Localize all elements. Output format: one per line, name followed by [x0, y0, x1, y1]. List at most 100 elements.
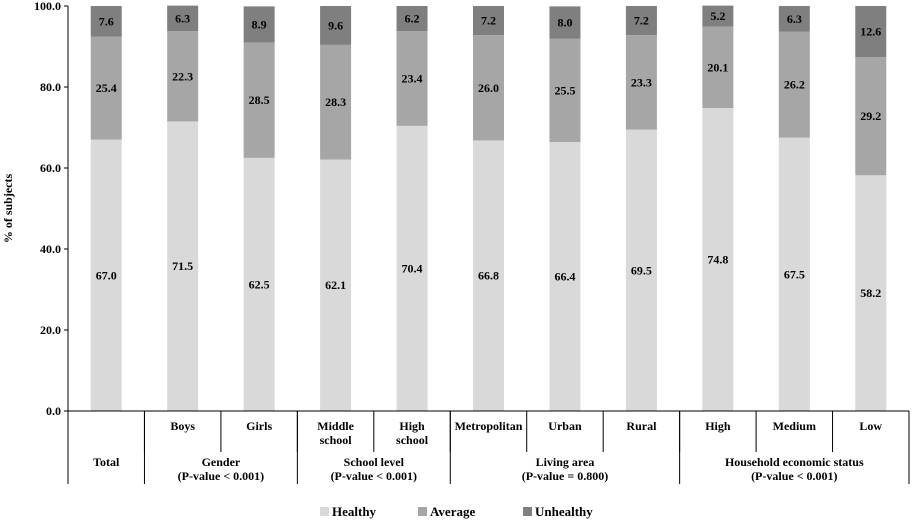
bar-segment-healthy [396, 125, 428, 411]
data-label: 9.6 [328, 18, 343, 32]
data-label: 70.4 [402, 261, 423, 275]
bar-segment-unhealthy [549, 6, 581, 39]
bar-segment-unhealthy [855, 6, 887, 58]
bar-segment-unhealthy [396, 6, 428, 32]
x-tick-label: Girls [246, 419, 272, 433]
data-label: 8.9 [252, 17, 267, 31]
bar-segment-average [243, 42, 275, 158]
bar-segment-healthy [320, 159, 352, 411]
data-label: 66.8 [478, 269, 499, 283]
data-label: 23.4 [402, 71, 423, 85]
x-tick-label: school [320, 433, 353, 447]
y-axis-title: % of subjects [1, 174, 15, 244]
bar-segment-unhealthy [167, 5, 199, 32]
legend-swatch-healthy [320, 507, 329, 516]
data-label: 12.6 [860, 25, 881, 39]
x-tick-label: Boys [170, 419, 195, 433]
data-label: 6.2 [405, 12, 420, 26]
bar-segment-average [167, 31, 199, 122]
legend-swatch-average [418, 507, 427, 516]
data-label: 5.2 [710, 9, 725, 23]
x-tick-label: Rural [626, 419, 657, 433]
data-label: 29.2 [860, 109, 881, 123]
data-label: 6.3 [787, 12, 802, 26]
y-tick-label: 100.0 [34, 0, 61, 13]
bar-segment-average [549, 38, 581, 143]
bar-segment-unhealthy [778, 6, 810, 32]
bars: 67.0 25.4 7.6 71.5 22.3 6.3 62.5 28.5 8.9 62.1 28.… [90, 5, 887, 412]
bar-segment-average [702, 26, 734, 109]
x-tick-label: Middle [317, 419, 354, 433]
legend-label-average: Average [430, 504, 475, 519]
data-label: 58.2 [860, 286, 881, 300]
bar-segment-unhealthy [90, 6, 122, 37]
group-label: (P-value < 0.001) [331, 469, 418, 483]
x-tick-label: Low [859, 419, 882, 433]
bar-segment-healthy [702, 108, 734, 411]
group-label: Gender [202, 455, 241, 469]
bar-segment-unhealthy [702, 5, 734, 27]
bar-segment-unhealthy [473, 6, 504, 36]
group-label: (P-value < 0.001) [751, 469, 838, 483]
data-label: 28.3 [325, 95, 346, 109]
data-label: 20.1 [707, 60, 728, 74]
legend-swatch-unhealthy [523, 507, 532, 516]
group-label: Household economic status [725, 455, 864, 469]
group-label: (P-value < 0.001) [178, 469, 265, 483]
y-tick-label: 80.0 [40, 80, 61, 94]
data-label: 7.6 [99, 14, 114, 28]
bar-segment-healthy [778, 137, 810, 411]
x-tick-label: Metropolitan [455, 419, 523, 433]
data-label: 7.2 [481, 14, 496, 28]
bar-segment-average [473, 35, 504, 141]
data-label: 8.0 [557, 16, 572, 30]
data-label: 66.4 [554, 270, 575, 284]
data-label: 6.3 [175, 11, 190, 25]
x-tick-label: High [705, 419, 731, 433]
bar-segment-healthy [167, 121, 199, 412]
group-label: (P-value = 0.800) [522, 469, 609, 483]
x-tick-label: High [399, 419, 425, 433]
data-label: 67.0 [96, 268, 117, 282]
group-label: Living area [536, 455, 595, 469]
bar-segment-unhealthy [243, 6, 275, 43]
x-tick-label: Medium [773, 419, 816, 433]
bar-segment-average [778, 31, 810, 138]
data-label: 22.3 [172, 69, 193, 83]
bar-segment-unhealthy [320, 6, 352, 45]
bar-segment-average [320, 44, 352, 160]
data-label: 26.2 [784, 78, 805, 92]
data-label: 7.2 [634, 14, 649, 28]
bar-segment-healthy [549, 142, 581, 411]
data-label: 62.1 [325, 278, 346, 292]
bar-segment-healthy [90, 139, 122, 411]
data-label: 69.5 [631, 263, 652, 277]
bar-segment-healthy [625, 129, 657, 411]
group-label: School level [344, 455, 405, 469]
y-axis: 0.0 20.0 40.0 60.0 80.0 100.0 % of subjects [1, 0, 69, 418]
data-label: 26.0 [478, 81, 499, 95]
data-label: 62.5 [249, 277, 270, 291]
bar-segment-average [396, 31, 428, 126]
data-label: 25.5 [554, 83, 575, 97]
data-label: 23.3 [631, 75, 652, 89]
y-tick-label: 0.0 [46, 404, 61, 418]
x-tick-label: Urban [548, 419, 582, 433]
bar-segment-average [90, 36, 122, 140]
bar-segment-unhealthy [625, 6, 657, 36]
bar-segment-healthy [243, 157, 275, 411]
bar-segment-average [625, 35, 657, 130]
data-label: 28.5 [249, 93, 270, 107]
bar-segment-healthy [855, 175, 887, 411]
group-label: Total [93, 455, 120, 469]
data-label: 71.5 [172, 259, 193, 273]
bar-segment-average [855, 57, 887, 176]
y-tick-label: 60.0 [40, 161, 61, 175]
legend-label-healthy: Healthy [332, 504, 377, 519]
legend-label-unhealthy: Unhealthy [535, 504, 593, 519]
y-tick-label: 20.0 [40, 323, 61, 337]
y-tick-label: 40.0 [40, 242, 61, 256]
data-label: 74.8 [707, 253, 728, 267]
x-tick-label: school [396, 433, 429, 447]
